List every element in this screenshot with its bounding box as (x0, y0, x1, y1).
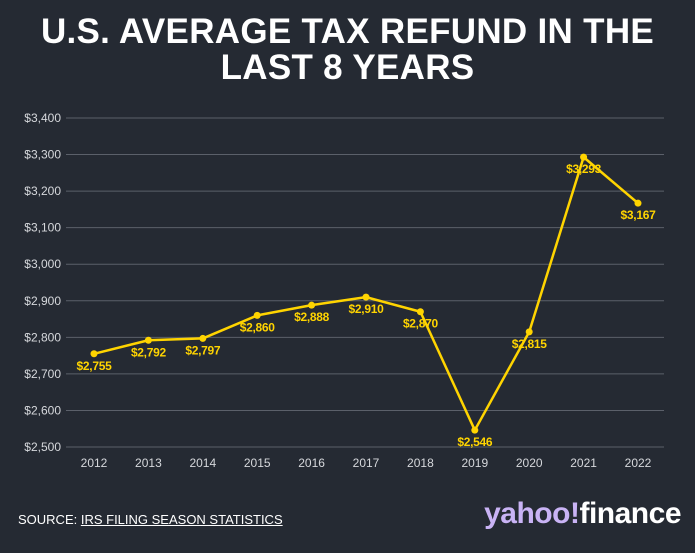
data-label: $3,293 (566, 162, 602, 176)
x-tick-label: 2013 (135, 456, 162, 470)
x-tick-label: 2017 (353, 456, 380, 470)
chart-title: U.S. AVERAGE TAX REFUND IN THE LAST 8 YE… (0, 14, 695, 86)
y-tick-label: $3,000 (24, 257, 61, 271)
data-label: $3,167 (621, 208, 657, 222)
data-points (90, 153, 642, 434)
y-tick-label: $3,100 (24, 221, 61, 235)
x-axis-tick-labels: 2012 2013 2014 2015 2016 2017 2018 2019 2020 2021… (81, 456, 652, 470)
data-label: $2,797 (185, 343, 221, 357)
x-tick-label: 2018 (407, 456, 434, 470)
chart-title-line-1: U.S. AVERAGE TAX REFUND IN THE (40, 12, 655, 51)
data-point (416, 308, 424, 316)
x-tick-label: 2019 (461, 456, 488, 470)
x-tick-label: 2014 (189, 456, 216, 470)
x-tick-label: 2020 (516, 456, 543, 470)
data-point (90, 350, 98, 358)
y-tick-label: $3,400 (24, 111, 61, 125)
data-label: $2,870 (403, 317, 439, 331)
data-label: $2,888 (294, 310, 330, 324)
source-link[interactable]: IRS FILING SEASON STATISTICS (80, 512, 283, 527)
data-label: $2,546 (457, 435, 493, 449)
data-label: $2,815 (512, 337, 548, 351)
logo-finance-text: finance (579, 497, 681, 530)
x-tick-label: 2022 (625, 456, 652, 470)
source-prefix: SOURCE: (18, 512, 81, 527)
data-point (525, 328, 533, 336)
y-tick-label: $2,700 (24, 367, 61, 381)
data-point (471, 426, 479, 434)
logo-bang-text: ! (569, 497, 580, 530)
y-axis-tick-labels: $2,500 $2,600 $2,700 $2,800 $2,900 $3,000 $3,1… (24, 111, 61, 454)
data-label: $2,910 (349, 302, 385, 316)
data-label: $2,792 (131, 345, 167, 359)
data-labels: $2,755 $2,792 $2,797 $2,860 $2,888 $2,910 $2,8… (77, 162, 657, 449)
source-note: SOURCE: IRS FILING SEASON STATISTICS (18, 512, 283, 527)
y-tick-label: $2,600 (24, 403, 61, 417)
data-point (362, 293, 370, 301)
data-point (308, 301, 316, 309)
data-point (199, 334, 207, 342)
y-tick-label: $2,900 (24, 294, 61, 308)
data-point (253, 311, 261, 319)
x-tick-label: 2021 (570, 456, 597, 470)
x-tick-label: 2016 (298, 456, 325, 470)
data-label: $2,755 (77, 359, 113, 373)
data-label: $2,860 (240, 320, 276, 334)
y-tick-label: $3,200 (24, 184, 61, 198)
y-tick-label: $2,800 (24, 330, 61, 344)
x-tick-label: 2012 (81, 456, 108, 470)
data-point (144, 336, 152, 344)
y-tick-label: $3,300 (24, 148, 61, 162)
y-tick-label: $2,500 (24, 440, 61, 454)
data-point (580, 153, 588, 161)
data-point (634, 199, 642, 207)
yahoo-finance-logo: yahoo!finance (484, 497, 681, 531)
logo-yahoo-text: yahoo (484, 497, 570, 530)
x-tick-label: 2015 (244, 456, 271, 470)
grid-lines (66, 117, 664, 448)
chart-title-line-2: LAST 8 YEARS (220, 48, 475, 87)
